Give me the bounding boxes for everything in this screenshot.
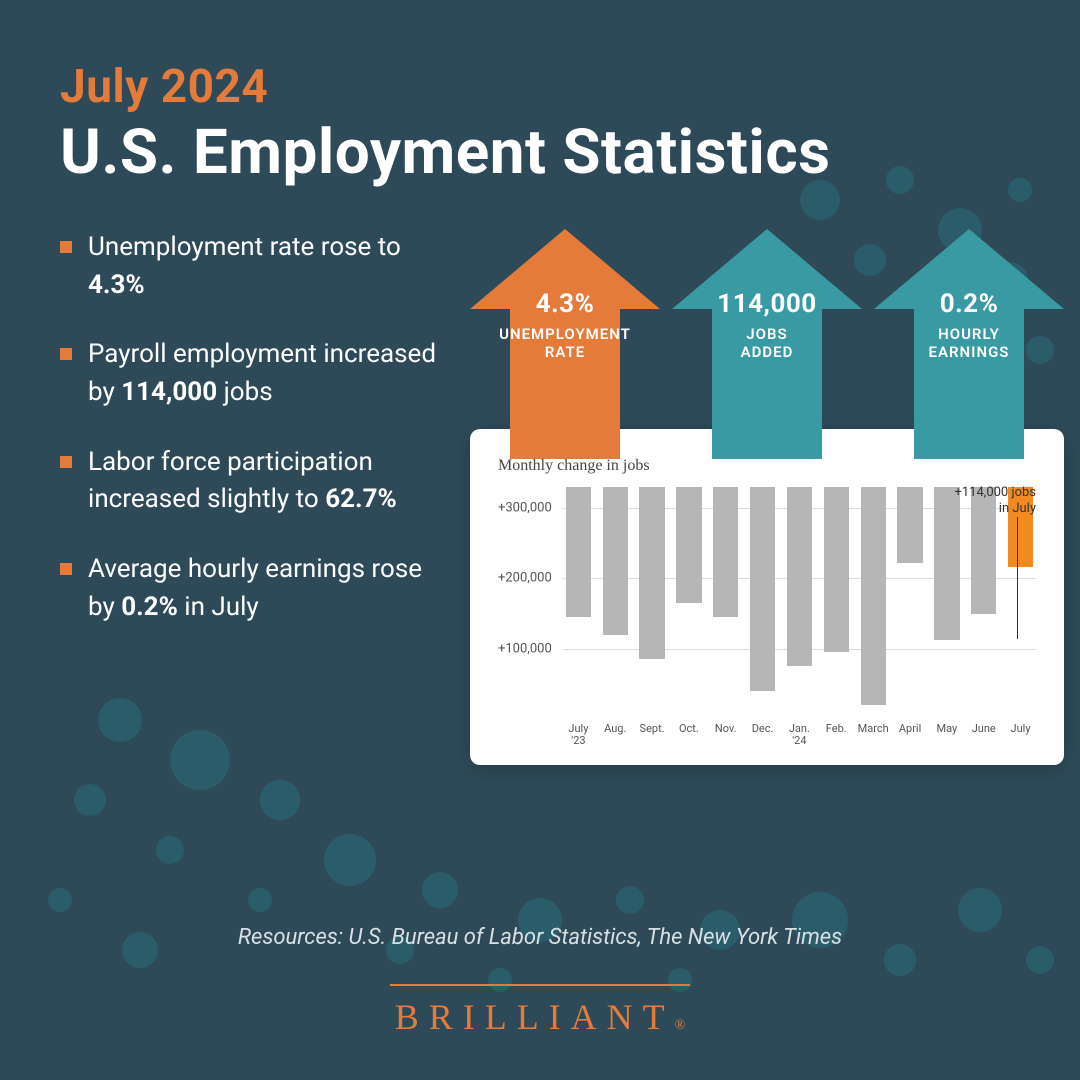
bar [566,487,591,617]
metric-label: UNEMPLOYMENTRATE [470,325,660,361]
bar [787,487,812,666]
metric-value: 0.2% [874,289,1064,319]
x-axis-label: Jan.'24 [784,719,815,747]
metric-arrows-row: 4.3% UNEMPLOYMENTRATE 114,000 JOBSADDED … [470,229,1064,459]
x-axis-label: Nov. [710,719,741,747]
bullet-item: Unemployment rate rose to 4.3% [60,229,440,304]
bar [897,487,922,563]
x-axis-label: July [1005,719,1036,747]
bullet-list: Unemployment rate rose to 4.3% Payroll em… [60,229,440,765]
x-axis-label: July'23 [563,719,594,747]
metric-value: 114,000 [672,289,862,319]
x-axis-label: Feb. [821,719,852,747]
metric-label: HOURLYEARNINGS [874,325,1064,361]
metric-arrow: 0.2% HOURLYEARNINGS [874,229,1064,459]
resources-text: Resources: U.S. Bureau of Labor Statisti… [0,925,1080,950]
annotation-line [1017,517,1018,639]
bar [861,487,886,705]
y-axis-label: +200,000 [498,571,558,586]
x-axis-label: June [968,719,999,747]
x-axis-label: Dec. [747,719,778,747]
metric-arrow: 114,000 JOBSADDED [672,229,862,459]
heading-large: U.S. Employment Statistics [60,116,1020,189]
bullet-item: Payroll employment increased by 114,000 … [60,336,440,411]
x-axis-label: Aug. [600,719,631,747]
x-axis-label: March [858,719,889,747]
y-axis-label: +300,000 [498,501,558,516]
metric-arrow: 4.3% UNEMPLOYMENTRATE [470,229,660,459]
bar [639,487,664,659]
bar-chart: +300,000 +200,000 +100,000 July'23Aug.Sept.… [498,487,1036,747]
x-axis-label: Sept. [637,719,668,747]
x-axis-label: Oct. [673,719,704,747]
bar [824,487,849,652]
metric-label: JOBSADDED [672,325,862,361]
chart-card: Monthly change in jobs +300,000+200,000+… [470,429,1064,765]
metric-value: 4.3% [470,289,660,319]
bar [713,487,738,617]
bar [750,487,775,691]
heading-small: July 2024 [60,60,1020,114]
x-axis-label: May [931,719,962,747]
chart-annotation: +114,000 jobsin July [954,485,1036,516]
bullet-item: Average hourly earnings rose by 0.2% in … [60,551,440,626]
bar [676,487,701,603]
bullet-item: Labor force participation increased slig… [60,444,440,519]
x-axis-label: April [895,719,926,747]
brand-logo: BRILLIANT® [0,984,1080,1038]
bar [603,487,628,635]
y-axis-label: +100,000 [498,641,558,656]
chart-title: Monthly change in jobs [498,457,1036,475]
